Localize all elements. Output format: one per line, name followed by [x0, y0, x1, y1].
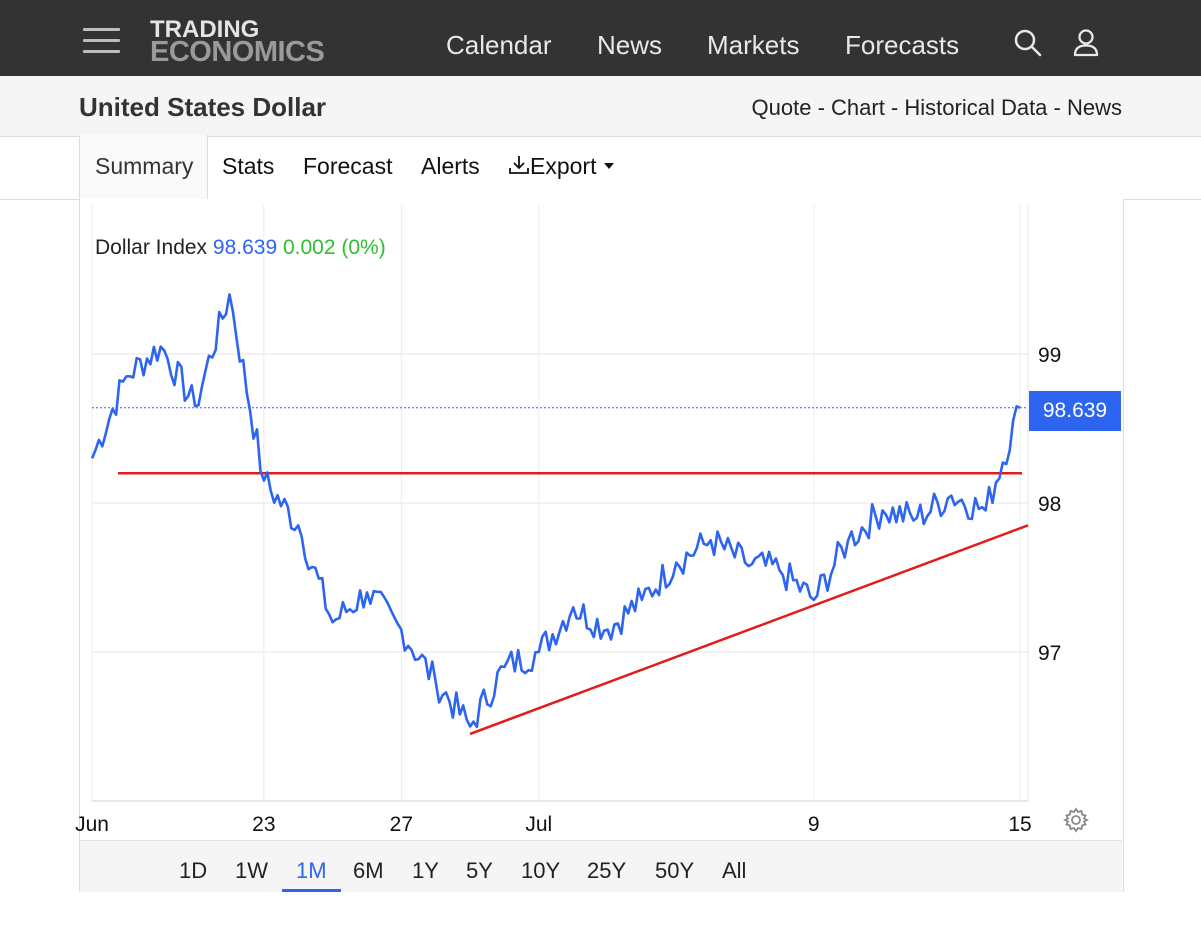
tab-alerts[interactable]: Alerts: [421, 153, 480, 179]
range-1y[interactable]: 1Y: [412, 858, 439, 883]
legend-series-name: Dollar Index: [95, 236, 208, 259]
user-icon[interactable]: [1072, 28, 1102, 58]
last-price-value: 98.639: [1042, 399, 1108, 422]
x-tick-label: Jun: [75, 813, 109, 836]
logo-line-2: ECONOMICS: [150, 36, 325, 68]
range-50y[interactable]: 50Y: [655, 858, 695, 883]
range-10y[interactable]: 10Y: [521, 858, 561, 883]
gear-icon[interactable]: [1062, 807, 1090, 833]
range-1w[interactable]: 1W: [235, 858, 268, 883]
chart-grid: [91, 205, 1029, 802]
tab-bar: Summary Stats Forecast Alerts Export: [0, 135, 1201, 200]
download-icon: [509, 156, 529, 174]
last-price-tag: 98.639: [1029, 391, 1121, 431]
logo-line-1: TRADING: [150, 16, 260, 43]
y-tick-label: 97: [1038, 642, 1061, 665]
y-tick-label: 99: [1038, 344, 1061, 367]
caret-down-icon: [603, 163, 614, 169]
chart-legend: Dollar Index 98.639 0.002 (0%): [95, 236, 386, 260]
link-chart[interactable]: Chart: [831, 95, 885, 120]
rising-trendline: [469, 524, 1029, 736]
link-separator: -: [1047, 95, 1067, 120]
range-6m[interactable]: 6M: [353, 858, 384, 883]
range-1m[interactable]: 1M: [282, 858, 341, 892]
instrument-header: United States Dollar Quote - Chart - His…: [0, 76, 1201, 137]
tab-stats[interactable]: Stats: [222, 153, 275, 179]
tab-summary[interactable]: Summary: [95, 153, 194, 179]
link-separator: -: [884, 95, 905, 120]
x-tick-label: Jul: [525, 813, 552, 836]
tab-forecast[interactable]: Forecast: [303, 153, 393, 179]
page-title: United States Dollar: [79, 92, 327, 122]
link-separator: -: [811, 95, 832, 120]
legend-change: 0.002 (0%): [282, 236, 386, 259]
search-icon[interactable]: [1013, 28, 1043, 58]
quick-links: Quote - Chart - Historical Data - News: [752, 95, 1122, 121]
range-5y[interactable]: 5Y: [466, 858, 493, 883]
tab-summary-background: [79, 135, 208, 200]
trading-economics-logo[interactable]: TRADING ECONOMICS: [150, 16, 325, 68]
nav-calendar[interactable]: Calendar: [446, 30, 552, 60]
menu-icon[interactable]: [83, 25, 120, 55]
x-tick-label: 23: [252, 813, 275, 836]
link-quote[interactable]: Quote: [751, 95, 812, 120]
range-25y[interactable]: 25Y: [587, 858, 627, 883]
nav-markets[interactable]: Markets: [707, 30, 800, 60]
export-button[interactable]: Export: [508, 153, 615, 180]
nav-forecasts[interactable]: Forecasts: [845, 30, 960, 60]
x-tick-label: 15: [1008, 813, 1031, 836]
link-historical-data[interactable]: Historical Data: [904, 95, 1048, 120]
range-1d[interactable]: 1D: [179, 858, 208, 883]
nav-news[interactable]: News: [597, 30, 663, 60]
x-tick-label: 27: [390, 813, 413, 836]
top-navigation-bar: TRADING ECONOMICS Calendar News Markets …: [0, 0, 1201, 76]
x-tick-label: 9: [808, 813, 820, 836]
time-range-bar: 1D 1W 1M 6M 1Y 5Y 10Y 25Y 50Y All: [80, 840, 1122, 892]
y-tick-label: 98: [1038, 493, 1061, 516]
axis-ticks: 99 98 97 Jun 23 27 Jul 9 15: [75, 344, 1061, 836]
link-news[interactable]: News: [1066, 95, 1122, 120]
legend-value: 98.639: [212, 236, 278, 259]
chart-panel: [79, 199, 1124, 892]
dollar-index-line: [90, 293, 1021, 729]
export-label: Export: [530, 153, 597, 179]
range-all[interactable]: All: [722, 858, 747, 883]
